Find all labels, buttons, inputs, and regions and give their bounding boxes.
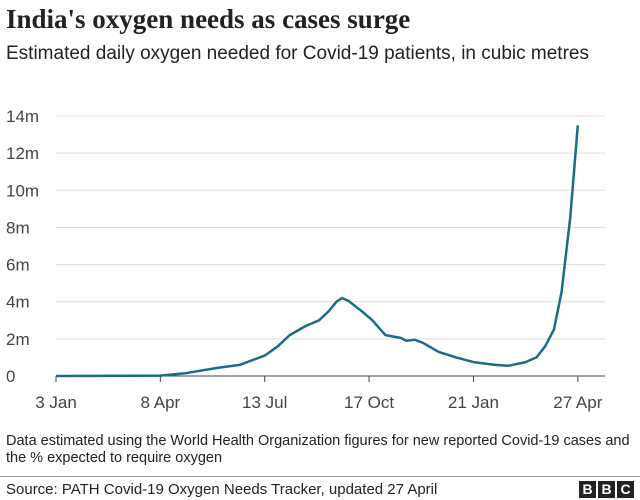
- x-tick-label: 17 Oct: [344, 393, 394, 412]
- y-tick-label: 10m: [6, 181, 39, 200]
- series-line: [55, 125, 580, 378]
- y-tick-label: 8m: [6, 218, 30, 237]
- y-tick-label: 0: [6, 367, 15, 386]
- x-tick-label: 13 Jul: [242, 393, 287, 412]
- chart-title: India's oxygen needs as cases surge: [6, 4, 411, 34]
- y-tick-label: 6m: [6, 256, 30, 275]
- divider: [0, 476, 640, 477]
- x-tick-label: 8 Apr: [141, 393, 181, 412]
- source-text: Source: PATH Covid-19 Oxygen Needs Track…: [6, 481, 438, 498]
- x-tick-label: 3 Jan: [35, 393, 77, 412]
- chart-note: Data estimated using the World Health Or…: [6, 433, 630, 466]
- y-tick-label: 2m: [6, 330, 30, 349]
- y-tick-label: 14m: [6, 107, 39, 126]
- chart-subtitle: Estimated daily oxygen needed for Covid-…: [6, 43, 589, 64]
- x-tick-label: 21 Jan: [448, 393, 499, 412]
- x-tick-label: 27 Apr: [553, 393, 602, 412]
- y-tick-label: 12m: [6, 144, 39, 163]
- y-tick-label: 4m: [6, 293, 30, 312]
